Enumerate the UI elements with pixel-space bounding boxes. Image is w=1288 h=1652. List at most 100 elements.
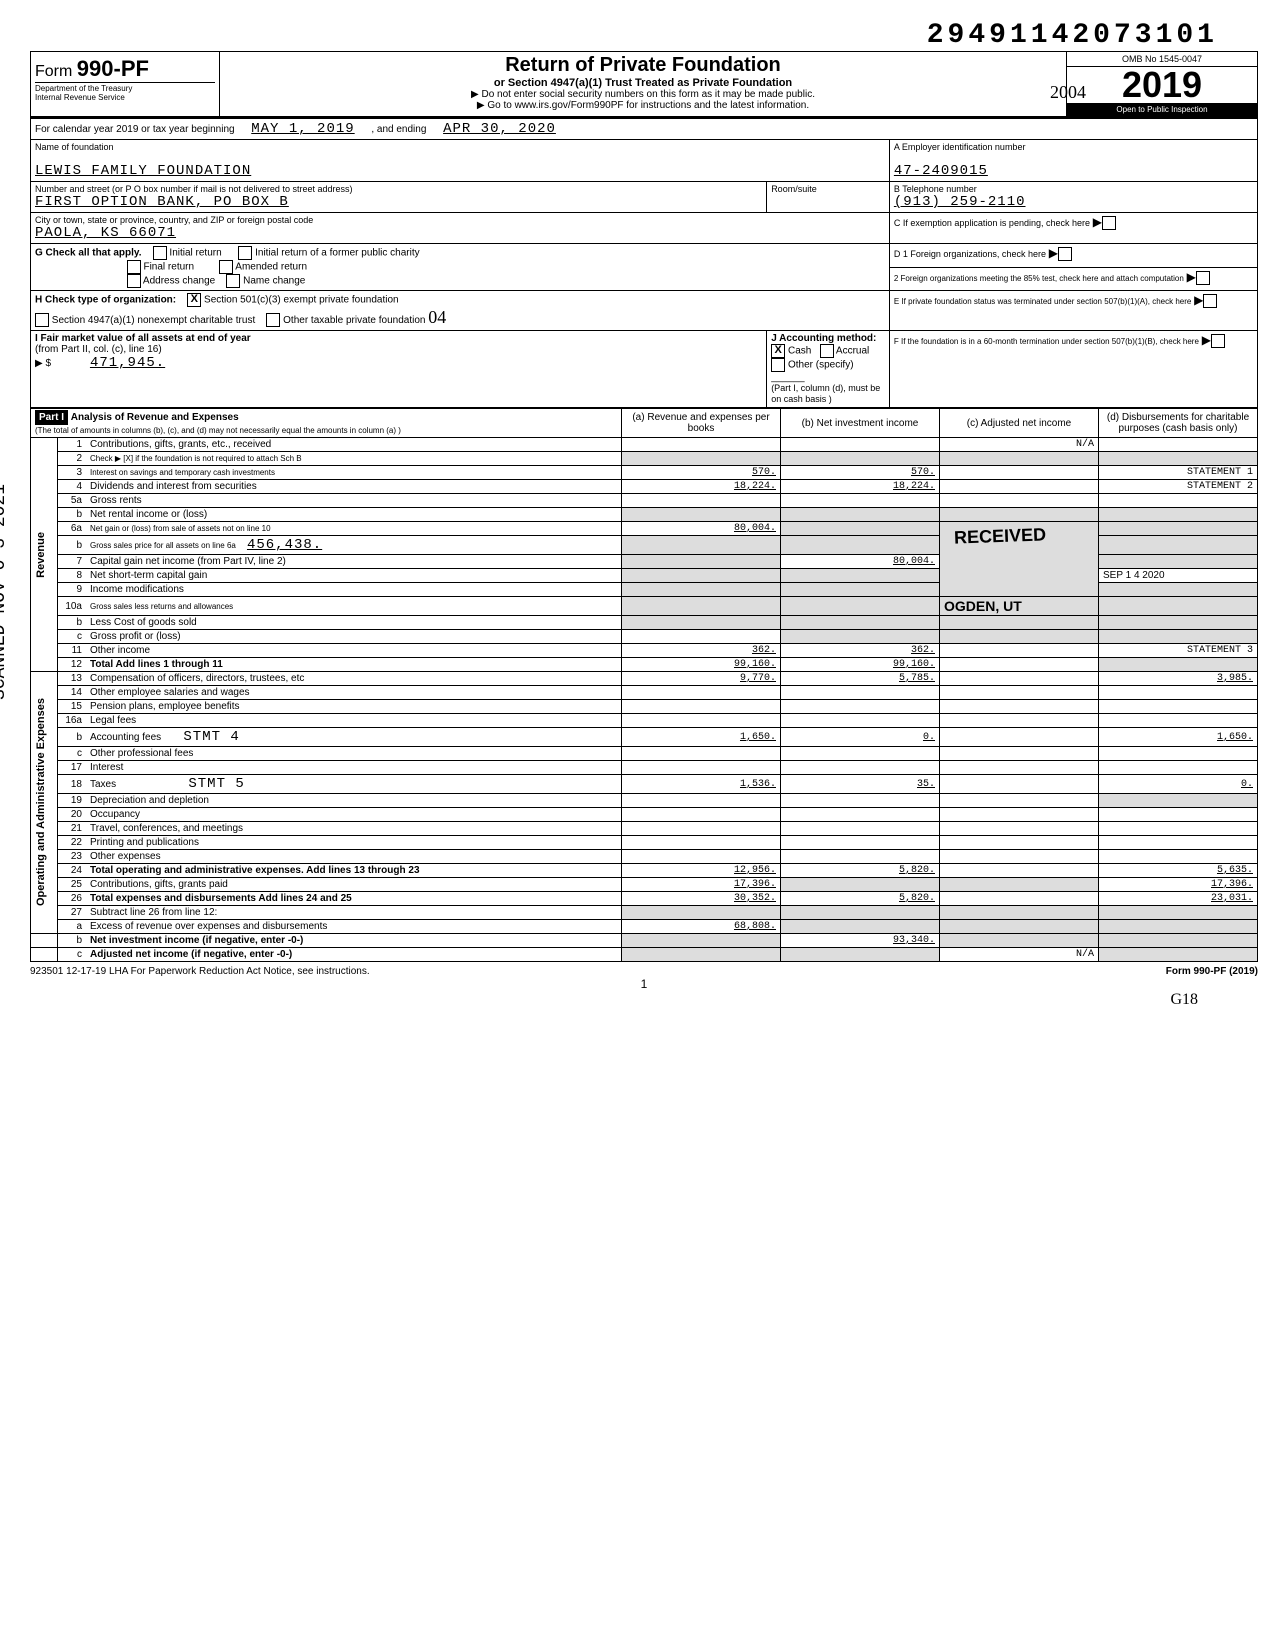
row-27a: Excess of revenue over expenses and disb… bbox=[86, 920, 622, 934]
val-26b: 5,820. bbox=[781, 892, 940, 906]
val-6a: 80,004. bbox=[622, 522, 781, 536]
i-sub: (from Part II, col. (c), line 16) bbox=[35, 344, 162, 355]
g-address: Address change bbox=[143, 276, 215, 287]
val-27b: 93,340. bbox=[781, 934, 940, 948]
form-header: Form 990-PF Department of the Treasury I… bbox=[30, 51, 1258, 118]
name-label: Name of foundation bbox=[35, 142, 885, 152]
address-label: Number and street (or P O box number if … bbox=[35, 184, 762, 194]
row-2: Check ▶ [X] if the foundation is not req… bbox=[86, 452, 622, 466]
i-label: I Fair market value of all assets at end… bbox=[35, 333, 251, 344]
j-note: (Part I, column (d), must be on cash bas… bbox=[771, 383, 880, 404]
row-20: Occupancy bbox=[86, 808, 622, 822]
row-17: Interest bbox=[86, 761, 622, 775]
g-amended: Amended return bbox=[235, 262, 307, 273]
g-amended-checkbox[interactable] bbox=[219, 260, 233, 274]
stmt4: STMT 4 bbox=[183, 729, 239, 745]
received-date: SEP 1 4 2020 bbox=[1103, 570, 1165, 581]
note-ssn: ▶ Do not enter social security numbers o… bbox=[222, 89, 1064, 100]
row-7: Capital gain net income (from Part IV, l… bbox=[86, 555, 622, 569]
row-12: Total Add lines 1 through 11 bbox=[86, 658, 622, 672]
val-3a: 570. bbox=[622, 466, 781, 480]
j-label: J Accounting method: bbox=[771, 333, 876, 344]
open-inspection: Open to Public Inspection bbox=[1067, 103, 1257, 116]
c-checkbox[interactable] bbox=[1102, 216, 1116, 230]
begin-date: MAY 1, 2019 bbox=[251, 121, 354, 137]
val-24d: 5,635. bbox=[1099, 864, 1258, 878]
row-24: Total operating and administrative expen… bbox=[86, 864, 622, 878]
val-27c: N/A bbox=[940, 948, 1099, 962]
val-3b: 570. bbox=[781, 466, 940, 480]
row-22: Printing and publications bbox=[86, 836, 622, 850]
g-namechange: Name change bbox=[243, 276, 305, 287]
e-checkbox[interactable] bbox=[1203, 294, 1217, 308]
val-27a: 68,808. bbox=[622, 920, 781, 934]
row-3: Interest on savings and temporary cash i… bbox=[86, 466, 622, 480]
i-value: 471,945. bbox=[90, 355, 165, 371]
f-checkbox[interactable] bbox=[1211, 334, 1225, 348]
footer-right: Form 990-PF (2019) bbox=[1166, 966, 1258, 977]
row-11: Other income bbox=[86, 644, 622, 658]
e-label: E If private foundation status was termi… bbox=[894, 297, 1191, 306]
g-initial-checkbox[interactable] bbox=[153, 246, 167, 260]
val-4a: 18,224. bbox=[622, 480, 781, 494]
row-6a: Net gain or (loss) from sale of assets n… bbox=[86, 522, 622, 536]
h-4947-checkbox[interactable] bbox=[35, 313, 49, 327]
row-18: Taxes STMT 5 bbox=[86, 775, 622, 794]
val-13a: 9,770. bbox=[622, 672, 781, 686]
val-11a: 362. bbox=[622, 644, 781, 658]
j-other-checkbox[interactable] bbox=[771, 358, 785, 372]
received-stamp: RECEIVED bbox=[950, 520, 1051, 552]
g-address-checkbox[interactable] bbox=[127, 274, 141, 288]
row-16a: Legal fees bbox=[86, 714, 622, 728]
phone-label: B Telephone number bbox=[894, 184, 1253, 194]
row-9: Income modifications bbox=[86, 583, 622, 597]
val-18b: 35. bbox=[781, 775, 940, 794]
part1-label: Part I bbox=[35, 410, 68, 425]
g-name-checkbox[interactable] bbox=[226, 274, 240, 288]
val-16bd: 1,650. bbox=[1099, 728, 1258, 747]
g-label: G Check all that apply. bbox=[35, 248, 142, 259]
row-27c: Adjusted net income (if negative, enter … bbox=[86, 948, 622, 962]
d2-checkbox[interactable] bbox=[1196, 271, 1210, 285]
j-accrual: Accrual bbox=[836, 346, 869, 357]
val-11d: STATEMENT 3 bbox=[1099, 644, 1258, 658]
h-other-checkbox[interactable] bbox=[266, 313, 280, 327]
note-url: ▶ Go to www.irs.gov/Form990PF for instru… bbox=[222, 100, 1064, 111]
row-8: Net short-term capital gain bbox=[86, 569, 622, 583]
info-table: For calendar year 2019 or tax year begin… bbox=[30, 118, 1258, 408]
val-26a: 30,352. bbox=[622, 892, 781, 906]
val-4b: 18,224. bbox=[781, 480, 940, 494]
h-other: Other taxable private foundation bbox=[283, 315, 425, 326]
val-7b: 80,004. bbox=[781, 555, 940, 569]
handwritten-g18: G18 bbox=[30, 991, 1258, 1009]
d1-checkbox[interactable] bbox=[1058, 247, 1072, 261]
scanned-stamp: SCANNED NOV 0 3 2021 bbox=[0, 484, 10, 700]
calendar-year-label: For calendar year 2019 or tax year begin… bbox=[35, 124, 235, 135]
val-16bb: 0. bbox=[781, 728, 940, 747]
row-27: Subtract line 26 from line 12: bbox=[86, 906, 622, 920]
c-exemption-label: C If exemption application is pending, c… bbox=[894, 218, 1090, 228]
row-5b: Net rental income or (loss) bbox=[86, 508, 622, 522]
h-label: H Check type of organization: bbox=[35, 295, 176, 306]
ein-value: 47-2409015 bbox=[894, 163, 1253, 179]
j-cash-checkbox[interactable]: X bbox=[771, 344, 785, 358]
h-501c3: Section 501(c)(3) exempt private foundat… bbox=[204, 295, 399, 306]
g-former-checkbox[interactable] bbox=[238, 246, 252, 260]
col-b-header: (b) Net investment income bbox=[781, 409, 940, 438]
phone-value: (913) 259-2110 bbox=[894, 194, 1253, 210]
j-accrual-checkbox[interactable] bbox=[820, 344, 834, 358]
handwritten-04: 04 bbox=[428, 307, 446, 327]
row-10c: Gross profit or (loss) bbox=[86, 630, 622, 644]
row-4: Dividends and interest from securities bbox=[86, 480, 622, 494]
row-25: Contributions, gifts, grants paid bbox=[86, 878, 622, 892]
h-501c3-checkbox[interactable]: X bbox=[187, 293, 201, 307]
val-11b: 362. bbox=[781, 644, 940, 658]
g-final-checkbox[interactable] bbox=[127, 260, 141, 274]
row-13: Compensation of officers, directors, tru… bbox=[86, 672, 622, 686]
document-number: 29491142073101 bbox=[30, 20, 1258, 51]
val-24b: 5,820. bbox=[781, 864, 940, 878]
val-16ba: 1,650. bbox=[622, 728, 781, 747]
foundation-name: LEWIS FAMILY FOUNDATION bbox=[35, 163, 885, 179]
val-26d: 23,031. bbox=[1099, 892, 1258, 906]
address-value: FIRST OPTION BANK, PO BOX B bbox=[35, 194, 762, 210]
